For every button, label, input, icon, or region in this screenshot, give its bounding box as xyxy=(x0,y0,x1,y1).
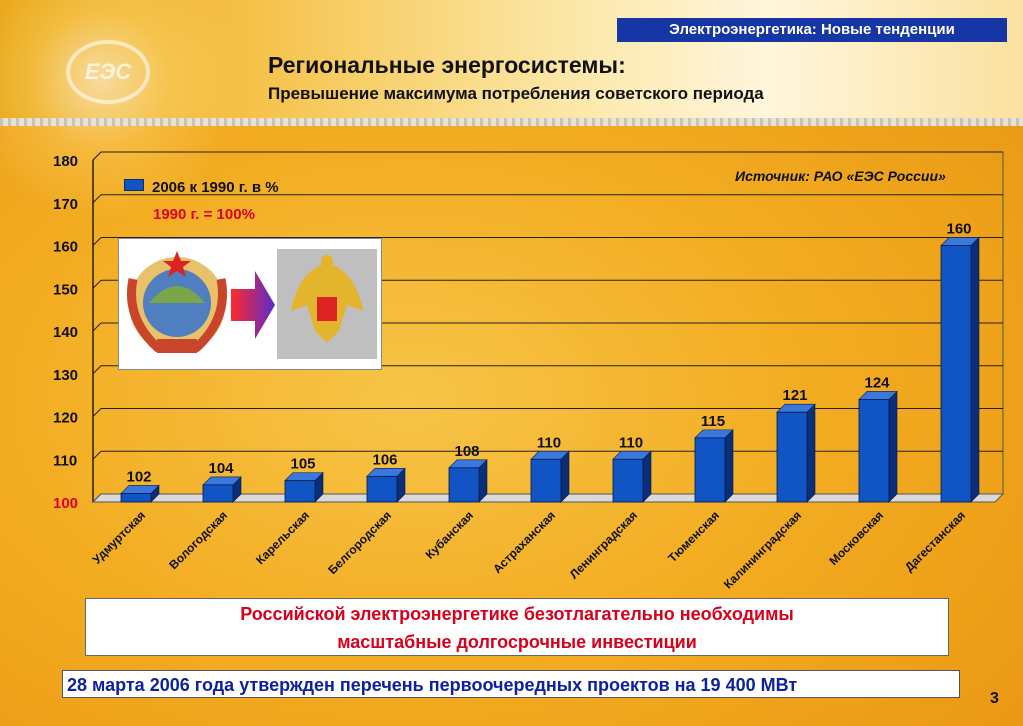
bar xyxy=(694,437,726,503)
callout-line-1: Российской электроэнергетике безотлагате… xyxy=(240,604,794,624)
bar-side xyxy=(806,403,816,503)
x-tick-label: Астраханская xyxy=(490,508,558,576)
bar xyxy=(940,245,972,503)
x-tick-label: Тюменская xyxy=(665,508,722,565)
y-tick-label: 110 xyxy=(53,452,77,469)
gridline xyxy=(92,450,102,460)
footer-note: 28 марта 2006 года утвержден перечень пе… xyxy=(62,670,960,698)
y-tick-label: 120 xyxy=(53,410,78,427)
bar-value-label: 102 xyxy=(126,468,151,485)
ees-logo: ЕЭС xyxy=(66,40,150,104)
x-tick-label: Белгородская xyxy=(325,508,394,577)
y-tick-label: 100 xyxy=(53,495,78,512)
legend-swatch xyxy=(124,179,144,191)
x-tick-label: Карельская xyxy=(253,508,312,567)
page-number: 3 xyxy=(990,690,999,707)
bar-side xyxy=(560,450,570,503)
callout-line-2: масштабные долгосрочные инвестиции xyxy=(337,632,697,652)
x-tick-label: Ленинградская xyxy=(567,508,640,581)
bar-value-label: 110 xyxy=(537,434,561,451)
emblems-panel xyxy=(118,238,382,370)
bar-value-label: 108 xyxy=(454,443,479,460)
gridline xyxy=(92,194,102,204)
slide-title: Региональные энергосистемы: xyxy=(268,52,626,78)
chart-legend: 2006 к 1990 г. в % xyxy=(124,179,279,196)
x-tick-label: Калининградская xyxy=(721,508,804,591)
bar-value-label: 160 xyxy=(946,221,971,238)
bar-side xyxy=(888,390,898,503)
ussr-emblem xyxy=(126,251,228,353)
investment-callout: Российской электроэнергетике безотлагате… xyxy=(85,598,949,656)
bar xyxy=(284,480,316,503)
x-tick-label: Дагестанская xyxy=(902,508,968,574)
bar xyxy=(530,458,562,503)
russia-emblem xyxy=(277,249,377,359)
bar-value-label: 110 xyxy=(619,434,643,451)
bar-side xyxy=(642,450,652,503)
gridline xyxy=(92,322,102,332)
x-tick-label: Вологодская xyxy=(166,508,230,572)
gridline xyxy=(92,408,102,417)
bar xyxy=(120,493,152,503)
bar-side xyxy=(724,429,734,503)
bar xyxy=(202,484,234,503)
bar xyxy=(366,475,398,503)
slide-subtitle: Превышение максимума потребления советск… xyxy=(268,84,764,103)
y-tick-label: 170 xyxy=(53,196,78,213)
x-tick-label: Удмуртская xyxy=(90,508,149,567)
bar xyxy=(776,411,808,503)
bar-value-label: 106 xyxy=(372,451,397,468)
chart-source: Источник: РАО «ЕЭС России» xyxy=(735,168,946,184)
section-tag: Электроэнергетика: Новые тенденции xyxy=(617,18,1007,42)
x-tick-label: Кубанская xyxy=(423,508,477,562)
gridline xyxy=(92,279,102,289)
bar xyxy=(448,467,480,503)
bar-value-label: 121 xyxy=(782,387,807,404)
y-tick-label: 150 xyxy=(53,281,78,298)
y-tick-label: 140 xyxy=(53,324,78,341)
bar xyxy=(612,458,644,503)
header-divider xyxy=(0,118,1023,126)
x-tick-label: Московская xyxy=(826,508,886,568)
bar-value-label: 104 xyxy=(208,460,234,477)
y-tick-label: 160 xyxy=(53,239,78,256)
bar-side xyxy=(970,236,980,503)
gridline xyxy=(92,237,102,246)
gridline xyxy=(92,365,102,375)
gridline xyxy=(92,151,102,161)
base-year-note: 1990 г. = 100% xyxy=(153,206,255,223)
bar-value-label: 124 xyxy=(864,374,890,391)
bar-value-label: 105 xyxy=(290,456,315,473)
arrow-graphic xyxy=(231,271,275,339)
legend-label: 2006 к 1990 г. в % xyxy=(152,179,279,196)
y-tick-label: 180 xyxy=(53,153,78,170)
y-tick-label: 130 xyxy=(53,367,78,384)
bar xyxy=(858,398,890,503)
bar-value-label: 115 xyxy=(701,413,725,430)
